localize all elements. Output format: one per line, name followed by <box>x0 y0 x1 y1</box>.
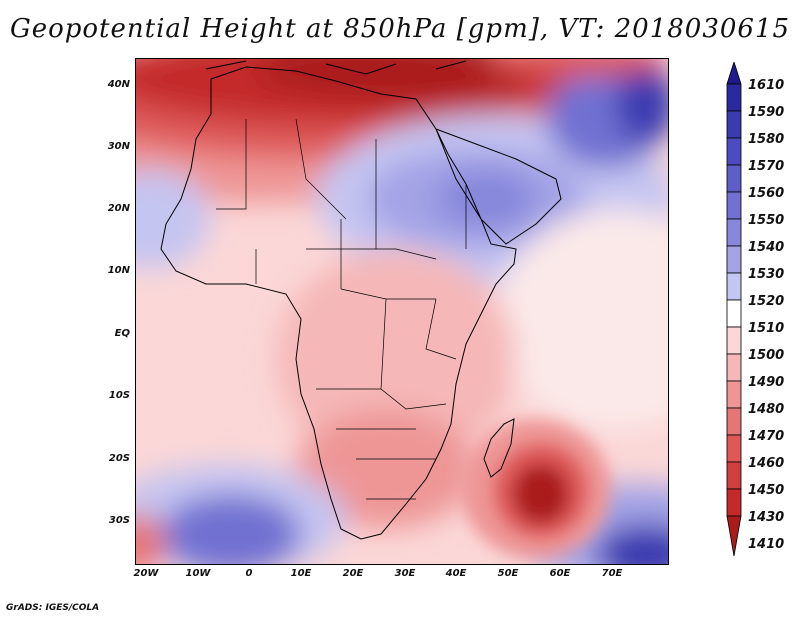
colorbar-swatch-1470 <box>726 407 742 436</box>
region-southeast-indian-core <box>596 524 668 564</box>
region-central-africa <box>276 249 516 469</box>
colorbar-swatch-1590 <box>726 83 742 112</box>
credit-text: GrADS: IGES/COLA <box>6 603 100 613</box>
colorbar-label: 1530 <box>748 267 785 282</box>
colorbar-swatch-1540 <box>726 218 742 247</box>
colorbar-bottom-arrow <box>726 515 742 557</box>
region-south-atlantic-core <box>161 494 301 564</box>
madagascar-low <box>461 419 611 559</box>
colorbar-swatch-1550 <box>726 191 742 220</box>
colorbar-label: 1490 <box>748 375 785 390</box>
region-atlantic-west-high <box>136 169 211 269</box>
low-core <box>513 464 569 524</box>
colorbar-swatch-1560 <box>726 164 742 193</box>
colorbar-swatch-1530 <box>726 245 742 274</box>
colorbar-label: 1550 <box>748 213 785 228</box>
arabia-coastline <box>435 128 562 245</box>
region-caspian-low <box>486 59 666 77</box>
lat-label-40n: 40N <box>107 79 130 90</box>
region-indian-ocean-neutral <box>496 209 668 429</box>
colorbar-swatch-1510 <box>726 299 742 328</box>
lon-label-60e: 60E <box>549 568 571 579</box>
madagascar-coastline <box>483 418 515 478</box>
lon-label-70e: 70E <box>601 568 623 579</box>
colorbar-swatch-1500 <box>726 326 742 355</box>
lat-label-30s: 30S <box>108 515 130 526</box>
region-southwest-low <box>136 514 166 564</box>
colorbar-label: 1540 <box>748 240 785 255</box>
lon-label-20w: 20W <box>133 568 159 579</box>
africa-coastline <box>160 66 517 540</box>
colorbar-swatch-1480 <box>726 380 742 409</box>
geopotential-map <box>136 59 668 564</box>
chart-title: Geopotential Height at 850hPa [gpm], VT:… <box>9 14 791 44</box>
country-borders <box>216 118 467 500</box>
lat-label-20s: 20S <box>108 453 130 464</box>
lat-label-20n: 20N <box>107 203 130 214</box>
colorbar-label: 1520 <box>748 294 785 309</box>
region-arabia-core <box>436 169 536 229</box>
colorbar-swatch-1450 <box>726 461 742 490</box>
border <box>216 118 467 500</box>
europe-coastline <box>205 60 467 75</box>
colorbar-label: 1610 <box>748 78 785 93</box>
colorbar-swatch-1460 <box>726 434 742 463</box>
colorbar-top-arrow <box>726 62 742 85</box>
lon-label-0: 0 <box>245 568 253 579</box>
colorbar-label: 1450 <box>748 483 785 498</box>
colorbar-label: 1510 <box>748 321 785 336</box>
region-himalaya-high <box>616 64 668 144</box>
colorbar-swatch-1580 <box>726 110 742 139</box>
colorbar-swatch-1430 <box>726 488 742 517</box>
colorbar-label: 1480 <box>748 402 785 417</box>
region-southern-africa <box>296 409 476 529</box>
lat-label-eq: EQ <box>114 328 130 339</box>
lon-label-10e: 10E <box>290 568 312 579</box>
colorbar-label: 1580 <box>748 132 785 147</box>
map-panel <box>135 58 669 565</box>
colorbar-label: 1590 <box>748 105 785 120</box>
lat-label-10s: 10S <box>108 390 130 401</box>
colorbar-label: 1570 <box>748 159 785 174</box>
coastlines <box>160 60 562 540</box>
lon-label-50e: 50E <box>497 568 519 579</box>
lat-label-30n: 30N <box>107 141 130 152</box>
colorbar-swatch-1490 <box>726 353 742 382</box>
colorbar-label: 1430 <box>748 510 785 525</box>
colorbar-swatch-1520 <box>726 272 742 301</box>
lon-label-40e: 40E <box>445 568 467 579</box>
colorbar-label: 1460 <box>748 456 785 471</box>
colorbar-label: 1560 <box>748 186 785 201</box>
colorbar-label: 1470 <box>748 429 785 444</box>
lon-label-10w: 10W <box>185 568 211 579</box>
lon-label-30e: 30E <box>394 568 416 579</box>
colorbar <box>726 62 742 557</box>
colorbar-label: 1410 <box>748 537 785 552</box>
colorbar-swatch-1570 <box>726 137 742 166</box>
lon-label-20e: 20E <box>342 568 364 579</box>
colorbar-label: 1500 <box>748 348 785 363</box>
lat-label-10n: 10N <box>107 265 130 276</box>
region-mediterranean-core <box>256 59 536 99</box>
